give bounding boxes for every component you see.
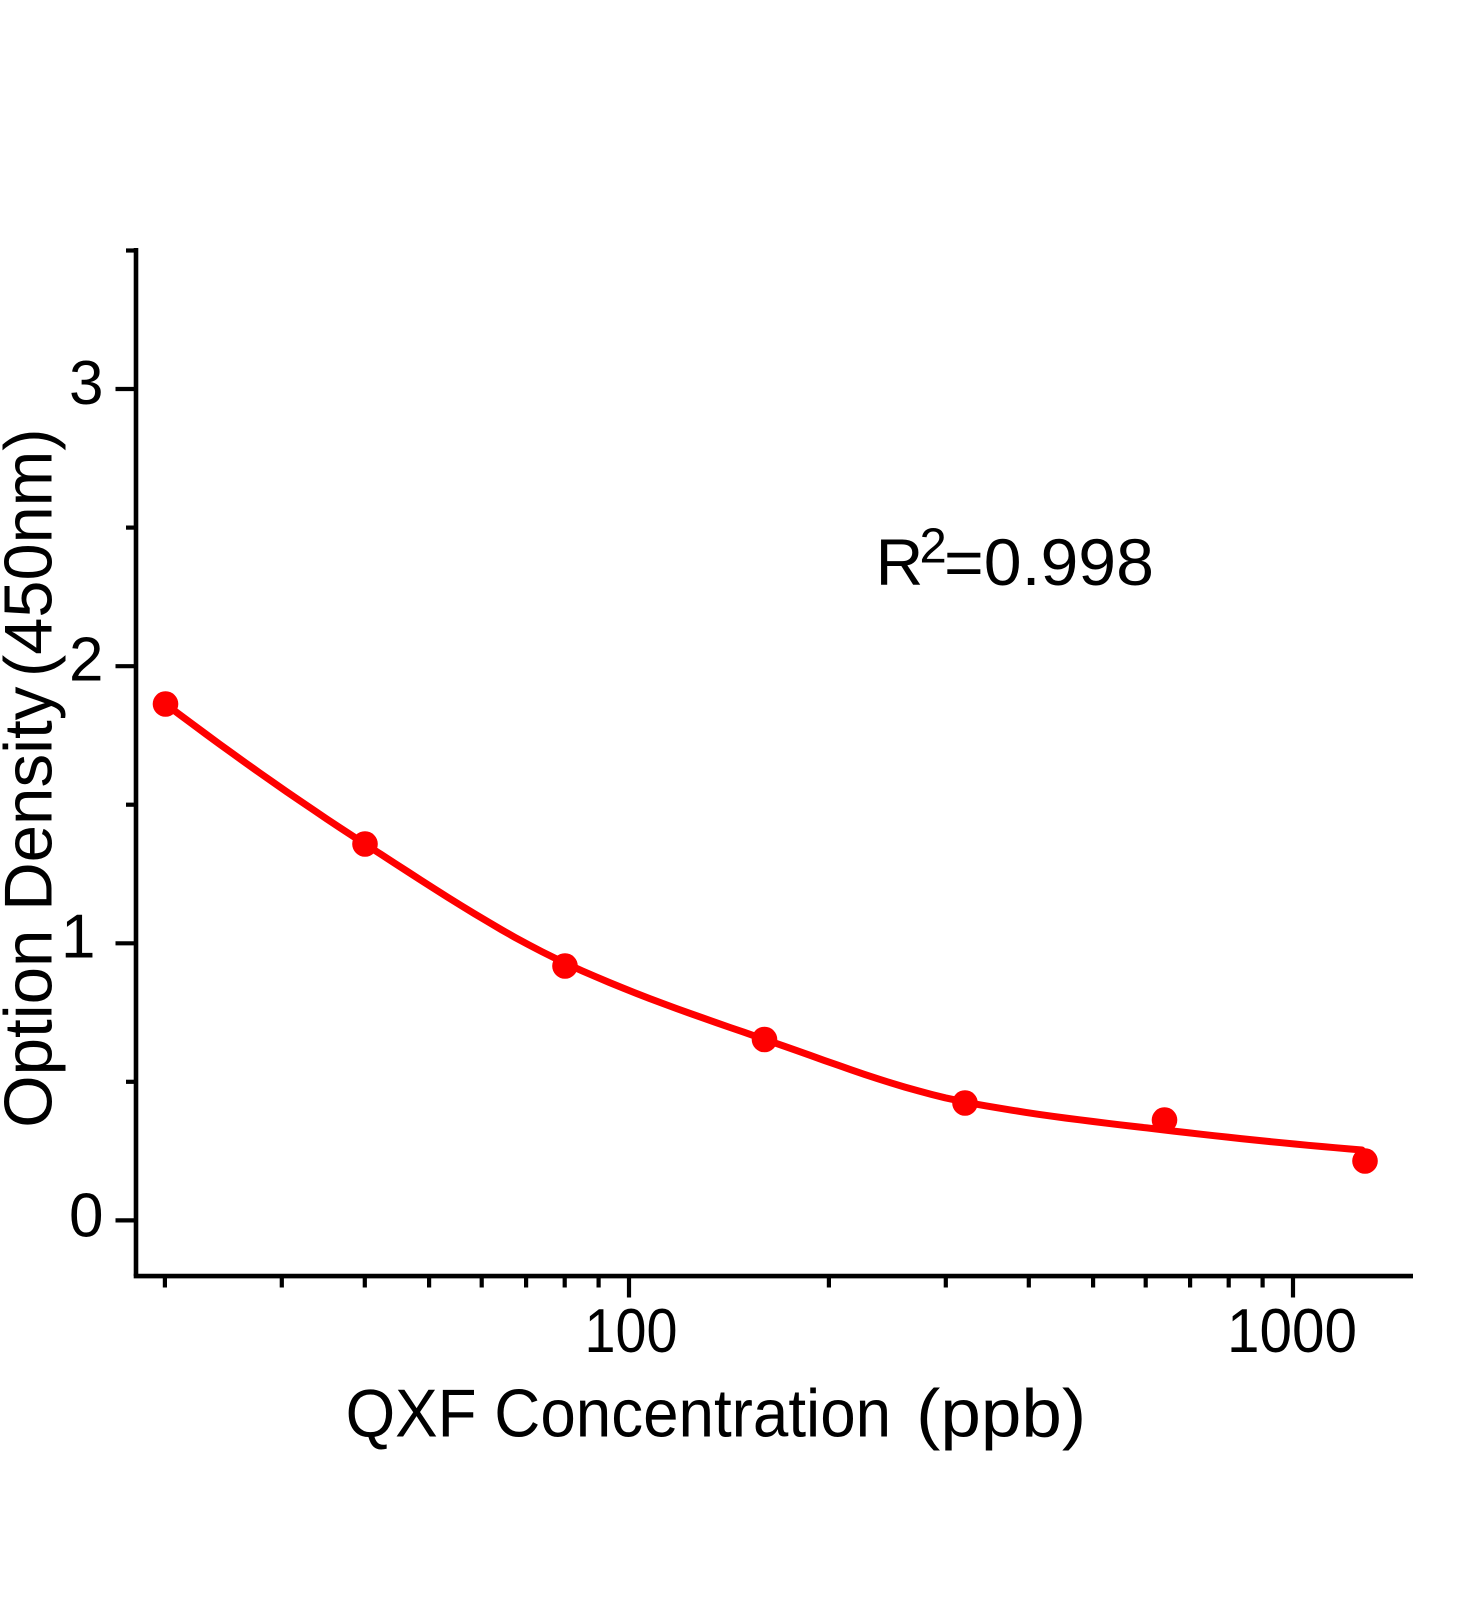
svg-text:R: R — [876, 525, 924, 599]
svg-text:2: 2 — [69, 626, 103, 695]
svg-text:1000: 1000 — [1227, 1297, 1357, 1366]
svg-text:Option Density: Option Density — [0, 687, 67, 1128]
svg-text:3: 3 — [69, 349, 103, 418]
svg-text:100: 100 — [585, 1297, 678, 1366]
svg-text:QXF Concentration: QXF Concentration — [346, 1375, 892, 1451]
svg-text:=0.998: =0.998 — [944, 525, 1154, 599]
svg-text:1: 1 — [61, 903, 95, 972]
svg-text:(ppb): (ppb) — [916, 1375, 1086, 1451]
svg-text:(450nm): (450nm) — [0, 429, 67, 678]
svg-text:2: 2 — [920, 520, 947, 574]
svg-text:0: 0 — [69, 1182, 103, 1251]
